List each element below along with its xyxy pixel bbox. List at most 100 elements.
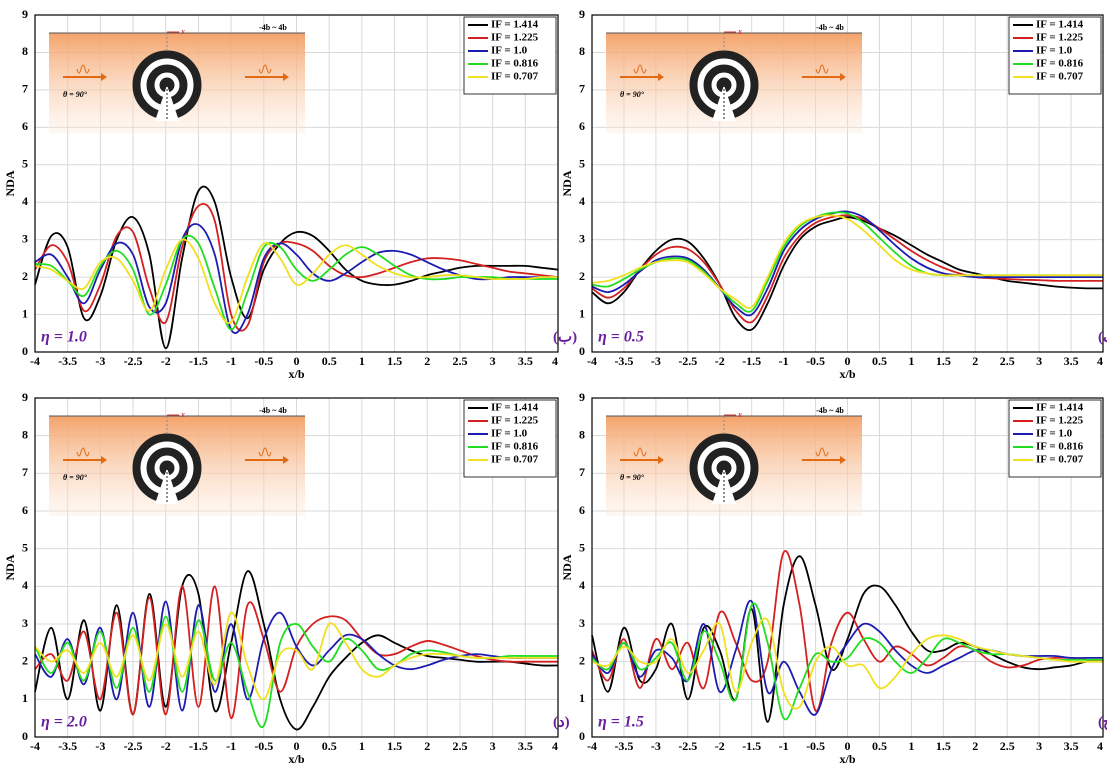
- y-tick-label: 9: [579, 390, 585, 404]
- y-tick-label: 1: [579, 691, 585, 705]
- y-tick-label: 9: [22, 7, 28, 21]
- legend-label: IF = 0.707: [491, 454, 539, 466]
- y-tick-label: 0: [22, 729, 28, 743]
- legend-label: IF = 1.414: [491, 402, 539, 414]
- y-tick-label: 5: [579, 540, 585, 554]
- y-tick-label: 4: [579, 194, 585, 208]
- legend-box: [463, 399, 557, 478]
- x-tick-label: -1.5: [742, 354, 761, 368]
- panel: -4 -3.5 -3 -2.5 -2 -1.5 -1 -0.5 0 0.5 1 1.5 2 2.5 3 3.5…: [3, 390, 570, 765]
- x-tick-label: 0: [294, 354, 300, 368]
- x-tick-label: 4: [1097, 354, 1103, 368]
- inset-wave: [76, 64, 90, 74]
- x-tick-label: 2: [972, 354, 978, 368]
- y-tick-label: 3: [579, 616, 585, 630]
- panel: -4 -3.5 -3 -2.5 -2 -1.5 -1 -0.5 0 0.5 1 1.5 2 2.5 3 3.5…: [560, 7, 1107, 381]
- y-tick-label: 7: [579, 82, 585, 96]
- legend-label: IF = 0.816: [491, 58, 539, 70]
- legend-label: IF = 0.707: [491, 71, 539, 83]
- panel: -4 -3.5 -3 -2.5 -2 -1.5 -1 -0.5 0 0.5 1 1.5 2 2.5 3 3.5…: [560, 390, 1107, 765]
- x-tick-label: -2.5: [678, 354, 697, 368]
- x-tick-label: -2: [161, 739, 171, 753]
- y-tick-label: 1: [579, 306, 585, 320]
- x-tick-label: 2.5: [1000, 354, 1015, 368]
- inset-axis-label: x: [737, 410, 742, 419]
- x-tick-label: -3.5: [614, 739, 633, 753]
- inset-wave-head: [840, 73, 846, 81]
- y-tick-label: 4: [22, 194, 28, 208]
- y-tick-label: 0: [22, 344, 28, 358]
- x-tick-label: 3.5: [518, 739, 533, 753]
- plot-frame: [591, 14, 1104, 353]
- x-tick-label: 0.5: [322, 739, 337, 753]
- legend-box: [1008, 16, 1102, 95]
- x-tick-label: -4: [30, 354, 40, 368]
- x-tick-label: 3: [490, 354, 496, 368]
- x-tick-label: -3: [95, 354, 105, 368]
- panel: -4 -3.5 -3 -2.5 -2 -1.5 -1 -0.5 0 0.5 1 1.5 2 2.5 3 3.5…: [3, 7, 577, 381]
- legend-label: IF = 0.816: [491, 441, 539, 453]
- x-tick-label: -2.5: [124, 354, 143, 368]
- inset-range-label: -4b ~ 4b: [259, 406, 287, 415]
- plot-frame: [34, 14, 559, 353]
- y-tick-label: 2: [579, 269, 585, 283]
- inset-wave: [258, 64, 272, 74]
- x-tick-label: -3.5: [58, 354, 77, 368]
- x-tick-label: -0.5: [254, 739, 273, 753]
- inset-wave-head: [658, 73, 664, 81]
- inset-axis-label: x: [737, 27, 742, 36]
- x-tick-label: 1.5: [387, 739, 402, 753]
- x-tick-label: -2: [715, 354, 725, 368]
- y-tick-label: 6: [579, 119, 585, 133]
- inset-angle-label: θ = 90°: [620, 90, 645, 99]
- inset-wave: [815, 447, 829, 457]
- legend-label: IF = 0.816: [1036, 441, 1084, 453]
- panel-label: η = 2.0: [41, 714, 87, 731]
- legend-label: IF = 1.225: [1036, 32, 1084, 44]
- legend-box: [463, 16, 557, 95]
- y-tick-label: 1: [22, 306, 28, 320]
- inset-wave: [258, 447, 272, 457]
- legend-label: IF = 1.0: [491, 428, 528, 440]
- legend-label: IF = 1.225: [1036, 415, 1084, 427]
- series-line: [34, 185, 559, 350]
- legend-label: IF = 1.0: [1036, 428, 1073, 440]
- series-line: [591, 214, 1103, 324]
- x-tick-label: 4: [1097, 739, 1103, 753]
- x-tick-label: 3.5: [518, 354, 533, 368]
- y-tick-label: 4: [579, 578, 585, 592]
- inset-range-label: -4b ~ 4b: [816, 23, 844, 32]
- legend-label: IF = 1.414: [1036, 402, 1084, 414]
- inset: x -4b ~ 4b θ = 90°: [49, 406, 305, 516]
- legend-label: IF = 1.225: [491, 415, 539, 427]
- series-line: [591, 210, 1103, 317]
- x-tick-label: 3: [1036, 739, 1042, 753]
- x-tick-label: 3: [490, 739, 496, 753]
- y-tick-label: 0: [579, 344, 585, 358]
- inset-angle-label: θ = 90°: [620, 473, 645, 482]
- x-tick-label: 2: [424, 739, 430, 753]
- x-tick-label: 1: [908, 354, 914, 368]
- x-axis-label: x/b: [288, 752, 304, 765]
- legend-label: IF = 1.414: [491, 19, 539, 31]
- x-tick-label: 2.5: [1000, 739, 1015, 753]
- inset-wave: [76, 447, 90, 457]
- x-tick-label: 1.5: [387, 354, 402, 368]
- x-tick-label: -3: [651, 354, 661, 368]
- x-tick-label: -1: [779, 739, 789, 753]
- x-tick-label: -0.5: [254, 354, 273, 368]
- y-tick-label: 8: [22, 44, 28, 58]
- legend-label: IF = 1.0: [1036, 45, 1073, 57]
- series-line: [34, 223, 558, 334]
- panel-label: η = 1.5: [598, 714, 644, 731]
- x-tick-label: 4: [552, 739, 558, 753]
- inset: x -4b ~ 4b θ = 90°: [49, 23, 305, 133]
- y-tick-label: 3: [579, 231, 585, 245]
- panel-tag: (ب): [553, 329, 577, 345]
- x-tick-label: -1: [226, 739, 236, 753]
